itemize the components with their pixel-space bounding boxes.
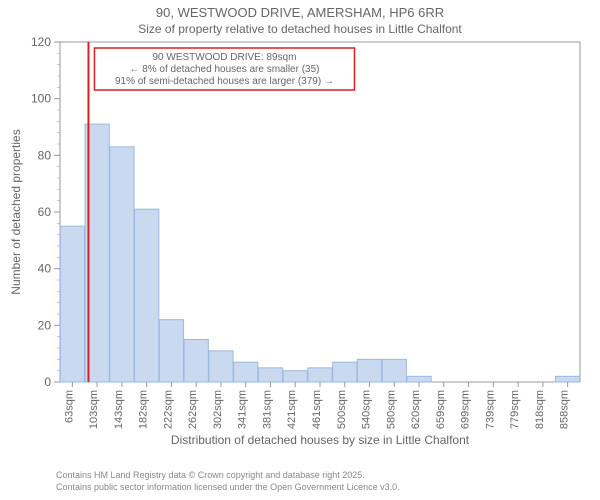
x-tick-label: 659sqm — [435, 390, 447, 429]
y-tick-label: 80 — [38, 148, 52, 162]
histogram-bar — [308, 368, 332, 382]
histogram-bar — [357, 359, 381, 382]
histogram-bar — [555, 376, 579, 382]
callout-line-1: 90 WESTWOOD DRIVE: 89sqm — [153, 52, 297, 63]
x-tick-label: 182sqm — [138, 390, 150, 429]
histogram-bar — [110, 147, 134, 382]
y-tick-label: 20 — [38, 318, 52, 332]
x-tick-label: 580sqm — [385, 390, 397, 429]
histogram-bar — [234, 362, 258, 382]
x-tick-label: 858sqm — [559, 390, 571, 429]
y-tick-label: 40 — [38, 262, 52, 276]
x-tick-label: 739sqm — [484, 390, 496, 429]
x-tick-label: 540sqm — [361, 390, 373, 429]
x-tick-label: 461sqm — [311, 390, 323, 429]
histogram-bar — [407, 376, 431, 382]
x-tick-label: 222sqm — [162, 390, 174, 429]
x-tick-label: 302sqm — [212, 390, 224, 429]
histogram-bar — [283, 371, 307, 382]
histogram-bar — [60, 226, 84, 382]
histogram-chart: 90, WESTWOOD DRIVE, AMERSHAM, HP6 6RR Siz… — [0, 0, 600, 500]
chart-title-1: 90, WESTWOOD DRIVE, AMERSHAM, HP6 6RR — [156, 5, 444, 20]
callout-line-2: ← 8% of detached houses are smaller (35) — [129, 64, 319, 75]
x-axis-label: Distribution of detached houses by size … — [171, 433, 470, 447]
x-tick-label: 500sqm — [336, 390, 348, 429]
x-tick-label: 779sqm — [509, 390, 521, 429]
y-tick-label: 60 — [38, 205, 52, 219]
y-axis-label: Number of detached properties — [9, 129, 23, 294]
x-tick-label: 63sqm — [63, 390, 75, 423]
histogram-bar — [333, 362, 357, 382]
x-tick-label: 103sqm — [88, 390, 100, 429]
histogram-bar — [209, 351, 233, 382]
x-tick-label: 421sqm — [286, 390, 298, 429]
x-tick-label: 381sqm — [261, 390, 273, 429]
y-tick-label: 0 — [44, 375, 51, 389]
x-tick-label: 818sqm — [534, 390, 546, 429]
histogram-bar — [184, 340, 208, 383]
footer-line-2: Contains public sector information licen… — [56, 482, 400, 492]
histogram-bar — [135, 209, 159, 382]
chart-title-2: Size of property relative to detached ho… — [138, 22, 462, 36]
x-tick-label: 262sqm — [187, 390, 199, 429]
x-tick-label: 143sqm — [113, 390, 125, 429]
x-tick-label: 699sqm — [460, 390, 472, 429]
footer-line-1: Contains HM Land Registry data © Crown c… — [56, 470, 365, 480]
histogram-bar — [382, 359, 406, 382]
y-tick-label: 120 — [31, 35, 51, 49]
x-tick-label: 620sqm — [410, 390, 422, 429]
x-tick-label: 341sqm — [237, 390, 249, 429]
callout-line-3: 91% of semi-detached houses are larger (… — [115, 76, 334, 87]
histogram-bar — [159, 320, 183, 382]
y-tick-label: 100 — [31, 92, 51, 106]
histogram-bar — [258, 368, 282, 382]
